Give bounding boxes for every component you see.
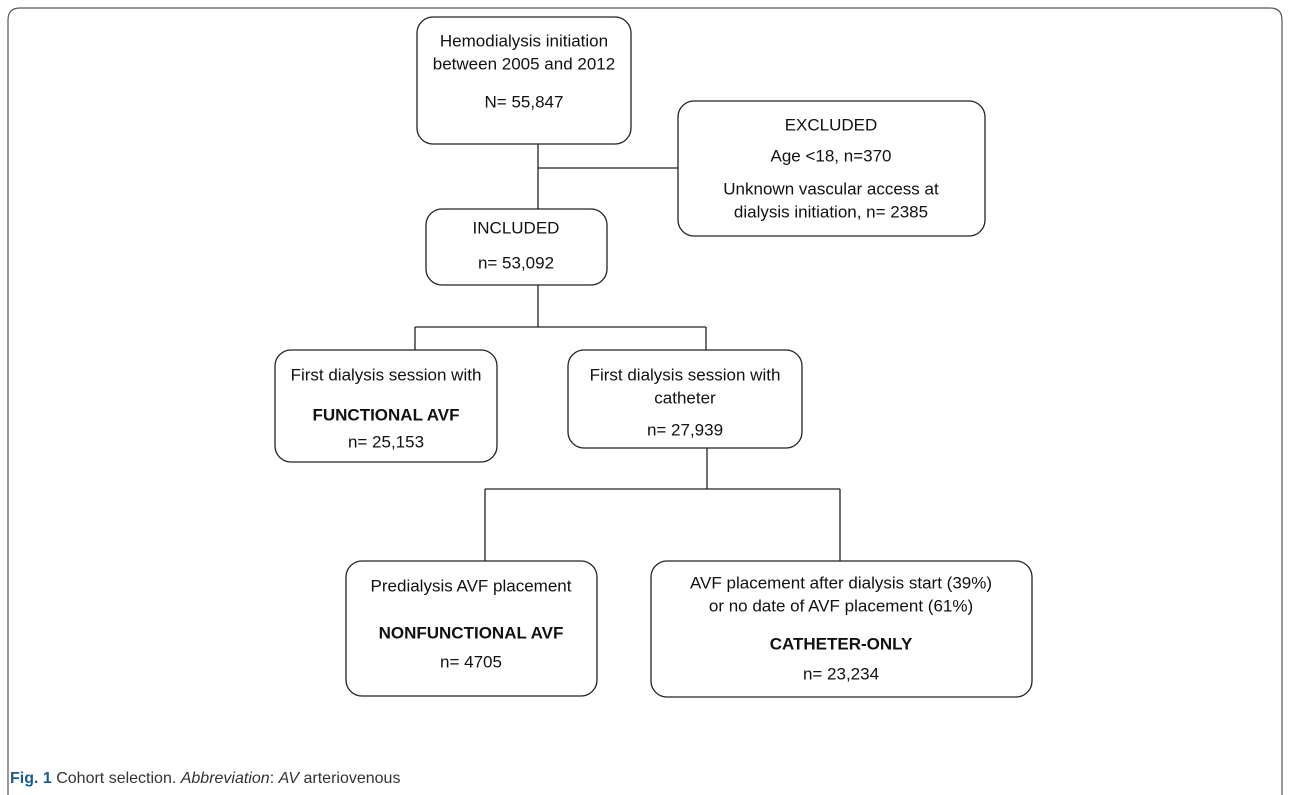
node-text: NONFUNCTIONAL AVF bbox=[379, 623, 564, 642]
caption-separator: : bbox=[269, 770, 279, 787]
node-text: N= 55,847 bbox=[485, 92, 564, 111]
node-box bbox=[567, 349, 803, 449]
node-text: between 2005 and 2012 bbox=[433, 54, 615, 73]
node-text: n= 25,153 bbox=[348, 432, 424, 451]
node-text: dialysis initiation, n= 2385 bbox=[734, 202, 928, 221]
node-text: FUNCTIONAL AVF bbox=[312, 405, 459, 424]
node-text: n= 27,939 bbox=[647, 420, 723, 439]
node-box bbox=[345, 560, 598, 697]
node-text: Age <18, n=370 bbox=[770, 146, 891, 165]
figure-frame bbox=[7, 7, 1283, 795]
caption-text: Cohort selection. bbox=[51, 770, 181, 787]
node-box bbox=[650, 560, 1033, 698]
node-text: Unknown vascular access at bbox=[723, 179, 939, 198]
node-box bbox=[416, 16, 632, 145]
caption-term: AV bbox=[278, 770, 300, 787]
node-text: n= 53,092 bbox=[478, 253, 554, 272]
caption-abbreviation-label: Abbreviation bbox=[180, 770, 270, 787]
node-text: Hemodialysis initiation bbox=[440, 31, 608, 50]
node-text: EXCLUDED bbox=[785, 115, 878, 134]
figure-caption: Fig. 1 Cohort selection. Abbreviation: A… bbox=[10, 770, 400, 788]
node-box bbox=[425, 208, 608, 286]
node-text: catheter bbox=[654, 388, 716, 407]
node-text: or no date of AVF placement (61%) bbox=[709, 596, 973, 615]
node-text: First dialysis session with bbox=[291, 365, 482, 384]
node-box bbox=[677, 100, 986, 237]
node-text: First dialysis session with bbox=[590, 365, 781, 384]
node-text: AVF placement after dialysis start (39%) bbox=[690, 573, 992, 592]
node-text: n= 4705 bbox=[440, 652, 502, 671]
caption-label: Fig. 1 bbox=[10, 770, 52, 787]
connector bbox=[537, 144, 678, 209]
node-box bbox=[274, 349, 498, 463]
connectors bbox=[414, 144, 841, 561]
node-text: INCLUDED bbox=[473, 218, 560, 237]
node-text: n= 23,234 bbox=[803, 664, 879, 683]
connector bbox=[484, 448, 841, 561]
node-text: Predialysis AVF placement bbox=[371, 576, 572, 595]
connector bbox=[414, 285, 707, 350]
caption-definition: arteriovenous bbox=[299, 770, 401, 787]
node-text: CATHETER-ONLY bbox=[770, 634, 913, 653]
